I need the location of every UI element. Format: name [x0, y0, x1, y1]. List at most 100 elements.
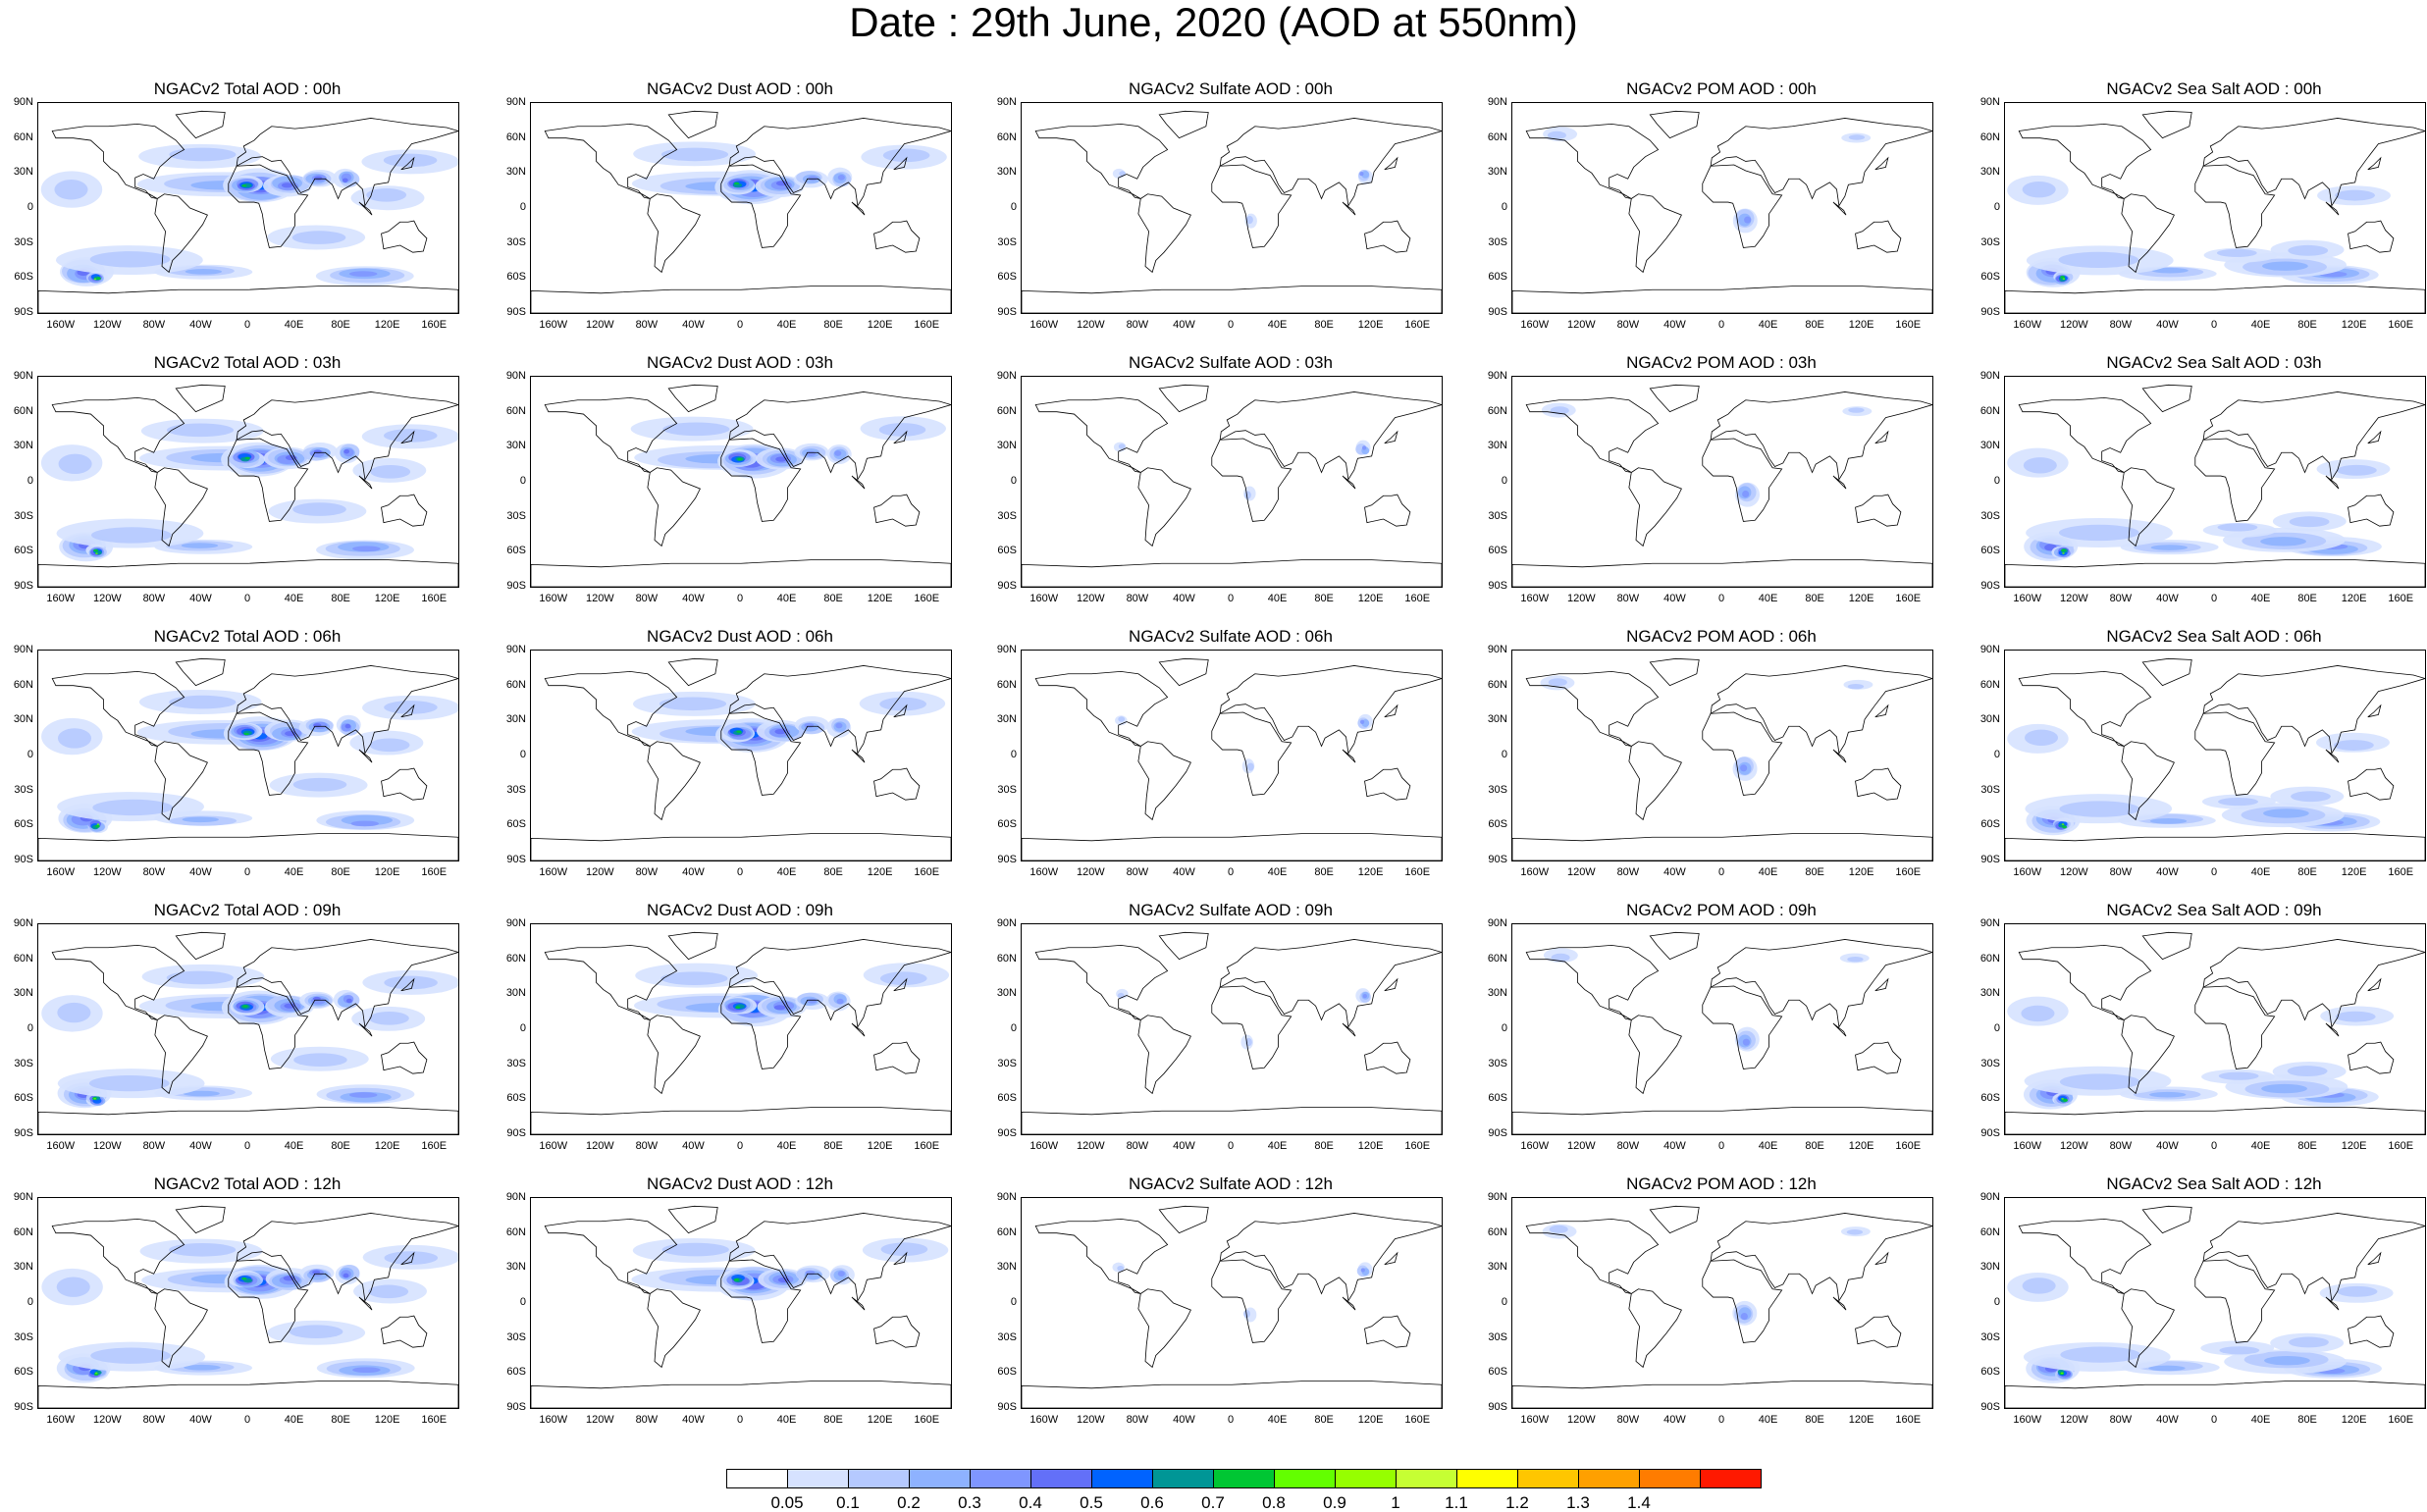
- lon-tick-label: 160E: [421, 319, 448, 331]
- lat-tick-label: 60S: [997, 818, 1017, 831]
- lon-tick-label: 120W: [585, 593, 614, 604]
- map-frame: [37, 923, 459, 1135]
- lat-tick-label: 90N: [996, 1191, 1017, 1203]
- lat-tick-label: 60N: [13, 130, 33, 143]
- colorbar-swatch: [909, 1469, 971, 1488]
- lat-tick-label: 90S: [506, 306, 526, 318]
- lon-tick-label: 80W: [2109, 1140, 2133, 1152]
- lat-tick-label: 90N: [505, 1191, 526, 1203]
- coastlines: [531, 931, 951, 1134]
- lon-tick-label: 120E: [1357, 319, 1384, 331]
- lon-tick-label: 40W: [1173, 1140, 1195, 1152]
- map-panel-dust-0: NGACv2 Dust AOD : 00h 90N 60N 30N 0 30S 60S 90S…: [501, 80, 952, 332]
- lon-tick-label: 120W: [585, 866, 614, 878]
- lon-tick-label: 160W: [46, 1414, 76, 1426]
- lon-tick-label: 160E: [2388, 866, 2414, 878]
- lat-tick-label: 90S: [1980, 306, 2000, 318]
- lon-tick-label: 0: [1717, 866, 1725, 878]
- lon-tick-label: 80E: [2297, 1414, 2317, 1426]
- lon-tick-label: 40E: [776, 319, 797, 331]
- lat-tick-label: 60N: [13, 678, 33, 691]
- lat-tick-label: 60S: [14, 1092, 33, 1105]
- lat-tick-label: 60S: [1488, 545, 1507, 557]
- world-map: [1512, 1205, 1932, 1408]
- map-frame: [2004, 650, 2426, 861]
- panel-title: NGACv2 POM AOD : 00h: [1626, 79, 1817, 98]
- lon-tick-label: 80E: [823, 319, 843, 331]
- lat-tick-label: 60N: [1979, 404, 2000, 417]
- lat-tick-label: 90N: [505, 370, 526, 382]
- map-frame: [2004, 1197, 2426, 1409]
- panel-title: NGACv2 Sulfate AOD : 09h: [1129, 901, 1333, 919]
- sulfate-aod-field: [1112, 1262, 1373, 1323]
- map-panel-total-0: NGACv2 Total AOD : 00h 90N 60N 30N 0 30S 60S 90…: [8, 80, 459, 332]
- lat-tick-label: 30N: [1979, 166, 2000, 179]
- lat-tick-label: 0: [1010, 1022, 1017, 1034]
- map-panel-dust-3: NGACv2 Dust AOD : 09h 90N 60N 30N 0 30S 60S 90S…: [501, 902, 952, 1153]
- panel-title: NGACv2 Sea Salt AOD : 00h: [2106, 79, 2322, 98]
- lat-tick-label: 60S: [1980, 545, 2000, 557]
- lon-tick-label: 0: [736, 1414, 744, 1426]
- lon-tick-label: 80E: [331, 1414, 350, 1426]
- lat-tick-label: 90S: [1980, 1401, 2000, 1413]
- lon-tick-label: 120E: [374, 319, 400, 331]
- lon-tick-label: 120W: [92, 866, 122, 878]
- lon-tick-label: 120E: [374, 593, 400, 604]
- lat-tick-label: 0: [1010, 749, 1017, 760]
- lon-tick-label: 80W: [1126, 593, 1149, 604]
- coastlines: [1512, 110, 1932, 313]
- lat-tick-label: 30N: [996, 987, 1017, 1000]
- map-frame: [530, 376, 952, 588]
- lat-tick-label: 30N: [13, 1261, 33, 1274]
- lon-tick-label: 40W: [189, 866, 212, 878]
- coastlines: [38, 110, 458, 313]
- lat-tick-label: 90S: [14, 580, 33, 592]
- lat-tick-label: 30S: [997, 235, 1017, 248]
- lon-tick-label: 160E: [914, 1140, 940, 1152]
- lat-tick-label: 30S: [1488, 509, 1507, 522]
- total-aod-field: [41, 964, 458, 1109]
- lon-tick-label: 80W: [1126, 319, 1149, 331]
- lon-tick-label: 160W: [46, 866, 76, 878]
- lon-tick-label: 160E: [1895, 319, 1922, 331]
- lon-tick-label: 0: [2210, 1140, 2218, 1152]
- lat-tick-label: 0: [1501, 749, 1507, 760]
- colorbar-label: 1.1: [1445, 1493, 1468, 1512]
- coastlines: [2005, 657, 2425, 860]
- lon-tick-label: 0: [2210, 593, 2218, 604]
- map-frame: [1511, 923, 1933, 1135]
- lat-tick-label: 60S: [1488, 271, 1507, 284]
- lat-tick-label: 30S: [506, 235, 526, 248]
- map-panel-total-4: NGACv2 Total AOD : 12h 90N 60N 30N 0 30S 60S 90…: [8, 1175, 459, 1427]
- lon-tick-label: 40E: [284, 1414, 304, 1426]
- lat-tick-label: 60N: [1979, 130, 2000, 143]
- lon-tick-label: 120W: [585, 1414, 614, 1426]
- lon-tick-label: 40E: [776, 1140, 797, 1152]
- colorbar-label: 0.05: [770, 1493, 804, 1512]
- world-map: [531, 384, 951, 587]
- lat-tick-label: 30S: [1980, 509, 2000, 522]
- lon-tick-label: 120E: [2341, 1140, 2367, 1152]
- lat-tick-label: 30S: [1980, 1057, 2000, 1069]
- map-panel-dust-4: NGACv2 Dust AOD : 12h 90N 60N 30N 0 30S 60S 90S…: [501, 1175, 952, 1427]
- lon-tick-label: 40W: [2156, 319, 2179, 331]
- lon-tick-label: 40W: [2156, 1140, 2179, 1152]
- lat-tick-label: 30N: [1979, 440, 2000, 452]
- pom-aod-field: [1541, 402, 1873, 507]
- lon-tick-label: 120E: [1848, 866, 1874, 878]
- dust-aod-field: [631, 691, 946, 753]
- lat-tick-label: 90N: [1487, 644, 1507, 655]
- lon-tick-label: 40W: [1663, 866, 1686, 878]
- lat-tick-label: 30N: [505, 1261, 526, 1274]
- lat-tick-label: 30S: [1488, 235, 1507, 248]
- lon-tick-label: 40E: [1267, 866, 1288, 878]
- lat-tick-label: 60S: [1980, 818, 2000, 831]
- lon-tick-label: 80W: [142, 319, 166, 331]
- pom-aod-field: [1543, 948, 1870, 1052]
- lat-tick-label: 30S: [506, 1330, 526, 1343]
- lon-tick-label: 160W: [46, 593, 76, 604]
- lon-tick-label: 160E: [914, 319, 940, 331]
- seasalt-aod-field: [2007, 1272, 2394, 1383]
- lon-tick-label: 40W: [682, 319, 705, 331]
- lat-tick-label: 0: [1993, 475, 2000, 487]
